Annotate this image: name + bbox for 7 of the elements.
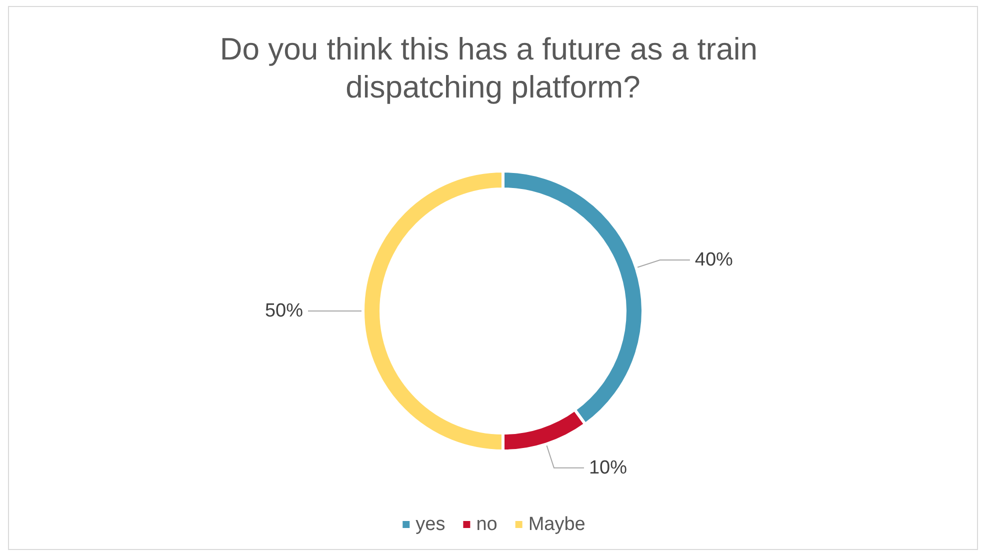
legend-label: Maybe: [528, 514, 586, 535]
data-label: 10%: [588, 457, 628, 478]
chart-title: Do you think this has a future as a train dispatching platform?: [220, 32, 766, 104]
data-label: 50%: [264, 300, 304, 322]
legend-label: no: [476, 514, 498, 535]
data-label: 40%: [694, 250, 734, 271]
legend-label: yes: [416, 514, 446, 535]
